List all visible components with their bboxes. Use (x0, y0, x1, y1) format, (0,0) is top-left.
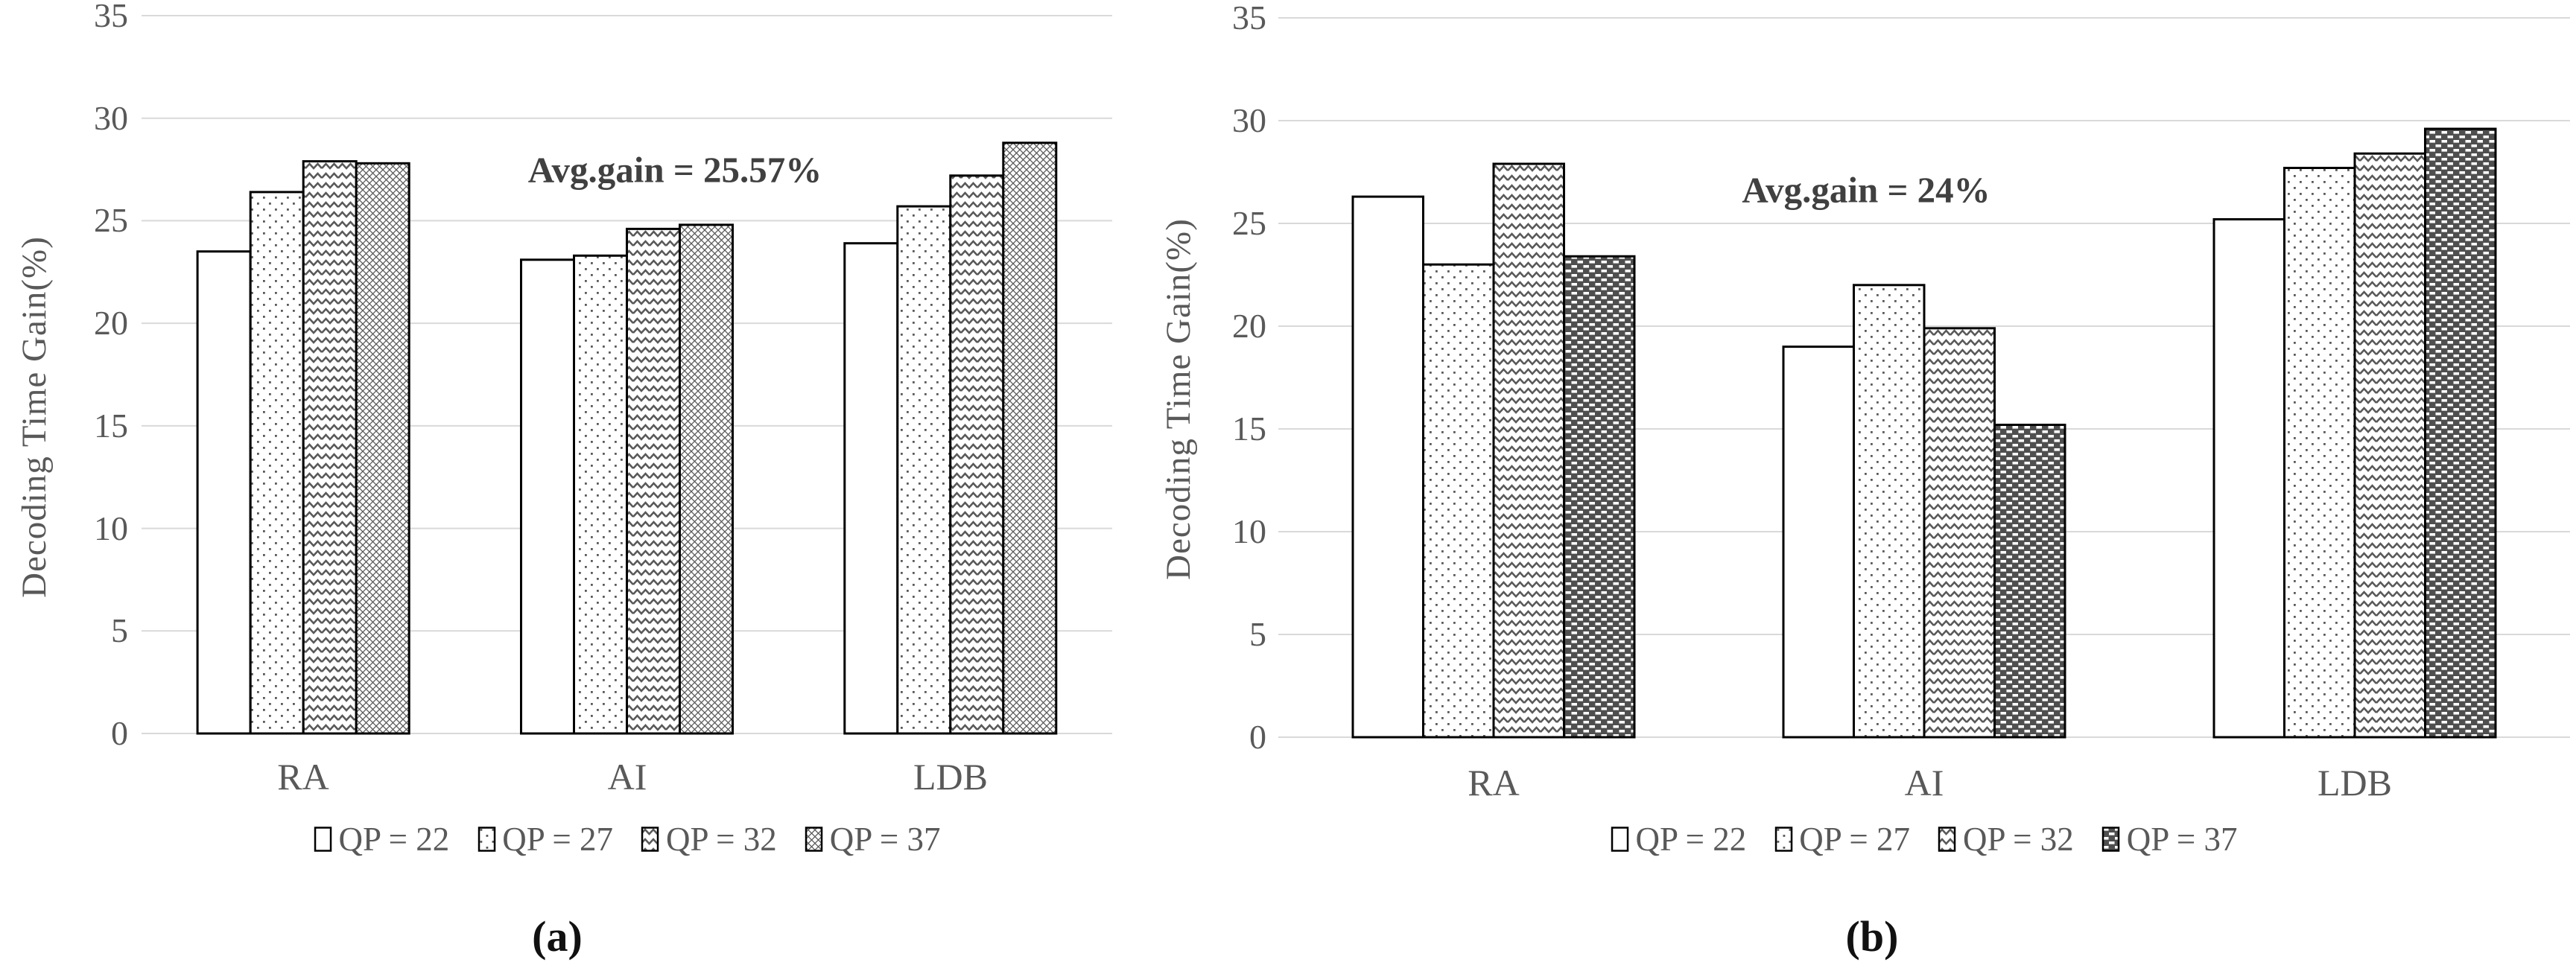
legend-item: QP = 22 (1611, 820, 1747, 859)
legend-item: QP = 37 (2101, 820, 2238, 859)
y-tick-label: 15 (1232, 410, 1266, 448)
y-tick-label: 5 (1249, 615, 1266, 653)
bar-ldb-series3 (2424, 127, 2497, 739)
legend-label: QP = 27 (502, 821, 613, 858)
legend-label: QP = 32 (666, 821, 777, 858)
legend-label: QP = 32 (1963, 821, 2074, 858)
legend-item: QP = 37 (805, 820, 941, 859)
legend-item: QP = 32 (1938, 820, 2074, 859)
legend-swatch-icon (1938, 827, 1956, 852)
bar-ldb-series1 (896, 205, 952, 735)
legend-item: QP = 27 (478, 820, 613, 859)
bar-ldb-series2 (2353, 152, 2426, 739)
category-label-ai: AI (607, 756, 647, 798)
legend-swatch-icon (314, 827, 332, 852)
bar-ldb-series0 (2212, 218, 2285, 739)
bar-ra-series2 (302, 160, 358, 735)
y-tick-label: 20 (94, 304, 128, 342)
subfigure-caption: (b) (1845, 912, 1899, 961)
y-tick-label: 0 (1249, 718, 1266, 756)
category-label-ldb: LDB (913, 756, 988, 798)
bar-ai-series1 (573, 254, 628, 735)
legend-item: QP = 22 (314, 820, 450, 859)
plot-area (142, 15, 1112, 735)
y-tick-label: 25 (1232, 204, 1266, 242)
y-tick-label: 30 (1232, 101, 1266, 139)
bar-ai-series3 (1993, 424, 2066, 739)
category-label-ai: AI (1904, 762, 1944, 803)
bar-ai-series3 (679, 223, 734, 735)
legend-swatch-icon (1611, 827, 1629, 852)
legend: QP = 22 QP = 27 QP = 32 QP = 37 (1611, 820, 2238, 859)
legend-label: QP = 37 (829, 821, 941, 858)
legend: QP = 22 QP = 27 QP = 32 QP = 37 (314, 820, 941, 859)
bar-ldb-series3 (1002, 141, 1058, 735)
y-tick-label: 0 (111, 714, 128, 752)
y-tick-label: 20 (1232, 307, 1266, 345)
legend-swatch-icon (1774, 827, 1793, 852)
legend-label: QP = 22 (338, 821, 450, 858)
bar-ai-series2 (626, 227, 681, 735)
legend-swatch-icon (2101, 827, 2120, 852)
bar-ra-series0 (1351, 195, 1424, 739)
bar-ra-series3 (1563, 255, 1636, 739)
y-tick-label: 35 (1232, 0, 1266, 36)
legend-label: QP = 27 (1799, 821, 1910, 858)
legend-swatch-icon (641, 827, 659, 852)
legend-item: QP = 27 (1774, 820, 1910, 859)
bar-ra-series2 (1492, 162, 1565, 739)
y-tick-label: 5 (111, 611, 128, 649)
bar-ai-series0 (1782, 346, 1855, 739)
bar-ai-series2 (1923, 327, 1996, 739)
plot-area (1278, 17, 2570, 739)
legend-item: QP = 32 (641, 820, 777, 859)
legend-label: QP = 37 (2126, 821, 2238, 858)
subfigure-caption: (a) (532, 912, 583, 961)
bar-ldb-series1 (2283, 167, 2356, 739)
bar-ldb-series2 (949, 174, 1005, 735)
y-tick-label: 35 (94, 0, 128, 34)
avg-gain-annotation: Avg.gain = 24% (1742, 169, 1990, 211)
bar-ra-series3 (355, 162, 410, 735)
legend-label: QP = 22 (1635, 821, 1747, 858)
category-label-ra: RA (277, 756, 329, 798)
y-tick-label: 15 (94, 407, 128, 445)
legend-swatch-icon (478, 827, 496, 852)
y-tick-label: 10 (1232, 512, 1266, 550)
y-tick-label: 30 (94, 99, 128, 137)
category-label-ra: RA (1468, 762, 1520, 803)
category-label-ldb: LDB (2318, 762, 2392, 803)
bar-ai-series1 (1853, 284, 1926, 739)
legend-swatch-icon (805, 827, 823, 852)
avg-gain-annotation: Avg.gain = 25.57% (527, 149, 822, 191)
bar-ra-series1 (1422, 263, 1495, 739)
y-tick-label: 25 (94, 201, 128, 239)
y-tick-label: 10 (94, 509, 128, 547)
